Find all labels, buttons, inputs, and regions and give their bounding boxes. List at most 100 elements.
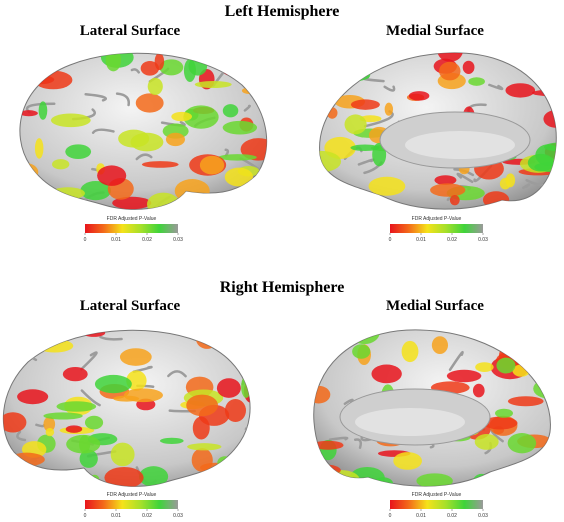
activation-blob [52,159,70,170]
activation-blob [224,167,254,187]
activation-blob [135,93,164,113]
sulcus [448,350,464,371]
activation-blob [65,144,92,160]
activation-blob [196,330,218,349]
activation-blob [478,330,496,340]
brain-surface [7,52,268,210]
activation-blob [218,154,257,161]
colorbar-tick-label: 0.03 [173,237,183,243]
panel-title: Lateral Surface [80,23,181,39]
colorbar-tick-label: 0.03 [478,513,488,519]
activation-blob [222,104,239,118]
activation-blob [313,355,321,363]
activation-blob [223,346,240,354]
sulcus [410,314,417,326]
activation-blob [205,194,219,210]
activation-blob [82,330,106,337]
sulcus [167,370,187,378]
activation-blob [3,412,27,433]
activation-blob [65,319,90,326]
activation-blob [505,83,536,98]
activation-blob [216,378,241,398]
sulcus [19,193,23,200]
colorbar-tick-label: 0 [389,237,392,243]
activation-blob [535,144,557,166]
sulcus [494,473,521,484]
activation-blob [434,321,467,328]
activation-blob [19,59,37,68]
colorbar-tick-label: 0.01 [416,513,426,519]
activation-blob [141,161,179,168]
activation-blob [472,473,491,487]
activation-blob [38,101,48,120]
activation-blob [472,383,485,398]
brain-surface [2,319,251,487]
activation-blob [505,330,519,351]
activation-blob [540,472,551,487]
sulcus [357,158,375,166]
colorbar-tick-label: 0.01 [111,237,121,243]
activation-blob [159,59,184,76]
activation-blob [462,60,475,74]
activation-blob [174,179,210,203]
activation-blob [84,415,104,430]
activation-blob [45,427,55,437]
sulcus [115,92,131,107]
activation-blob [147,77,163,95]
activation-blob [474,434,499,450]
activation-blob [19,110,38,117]
activation-blob [326,107,338,119]
activation-blob [349,329,380,345]
sulcus [315,336,335,342]
activation-blob [30,332,46,354]
activation-blob [350,99,380,110]
sulcus [16,430,27,442]
activation-blob [211,475,233,487]
ventricle [405,131,515,159]
activation-blob [36,339,74,353]
activation-blob [110,442,135,467]
sulcus [353,438,362,449]
activation-blob [123,388,163,403]
activation-blob [457,317,481,327]
sulcus [330,338,348,350]
colorbar [390,224,483,233]
sulcus [35,423,46,428]
activation-blob [507,433,537,454]
colorbar-tick-label: 0.03 [478,237,488,243]
activation-blob [482,416,518,430]
activation-blob [335,69,371,82]
panel-title: Lateral Surface [80,298,181,314]
activation-blob [183,105,219,129]
colorbar-tick-label: 0 [389,513,392,519]
colorbar [85,224,178,233]
activation-blob [24,59,36,66]
activation-blob [240,71,253,82]
activation-blob [138,466,169,487]
sulcus [165,330,192,331]
activation-blob [6,344,23,367]
sulcus [135,153,153,161]
sulcus [99,335,123,341]
sulcus [243,104,251,112]
panel-title: Medial Surface [386,23,484,39]
activation-blob [468,77,485,86]
activation-blob [222,120,258,135]
activation-blob [473,329,508,334]
activation-blob [217,456,233,469]
sulcus [224,148,230,157]
sulcus [482,329,508,345]
activation-blob [186,394,218,417]
activation-blob [416,473,453,487]
sulcus [7,78,18,86]
activation-blob [104,466,144,487]
activation-blob [241,375,251,398]
activation-blob [319,201,332,210]
brain-surface [313,314,551,487]
activation-blob [80,180,112,201]
sulcus [245,449,251,462]
activation-blob [187,443,222,451]
colorbar-label: FDR Adjusted P-Value [412,216,462,222]
sulcus [84,93,108,102]
